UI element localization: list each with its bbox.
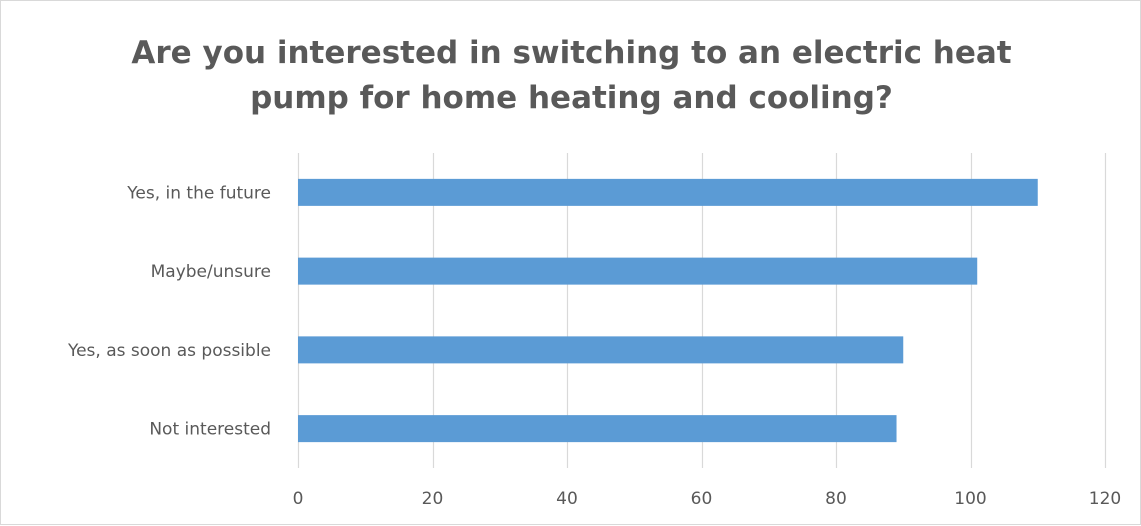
bar <box>298 415 897 443</box>
x-tick-label: 40 <box>556 489 578 509</box>
x-tick-label: 60 <box>691 489 713 509</box>
chart-title-line-2: pump for home heating and cooling? <box>250 80 893 116</box>
x-tick-label: 100 <box>954 489 986 509</box>
bar <box>298 257 978 285</box>
category-label: Maybe/unsure <box>151 262 271 282</box>
category-label: Not interested <box>149 420 271 440</box>
bars <box>298 178 1038 443</box>
category-label: Yes, as soon as possible <box>67 341 271 361</box>
bar <box>298 178 1038 206</box>
x-tick-label: 120 <box>1089 489 1121 509</box>
chart-title-line-1: Are you interested in switching to an el… <box>131 35 1012 71</box>
category-labels: Yes, in the future Maybe/unsure Yes, as so… <box>67 183 271 439</box>
x-tick-label: 80 <box>825 489 847 509</box>
chart-title: Are you interested in switching to an el… <box>1 31 1141 121</box>
x-axis-tick-labels: 0 20 40 60 80 100 120 <box>293 489 1122 509</box>
x-tick-label: 20 <box>422 489 444 509</box>
x-tick-label: 0 <box>293 489 304 509</box>
category-label: Yes, in the future <box>126 183 271 203</box>
bar <box>298 336 904 364</box>
